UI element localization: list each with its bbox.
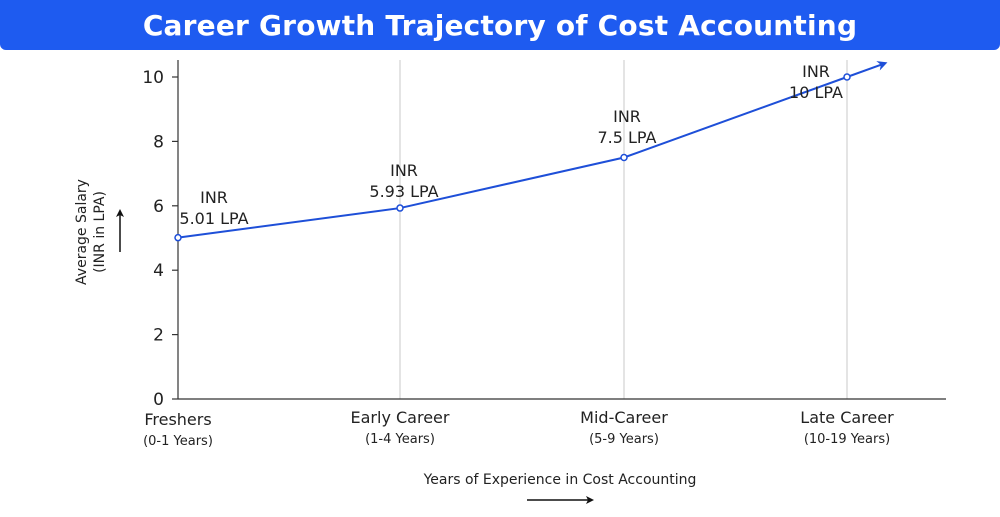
data-label-value: 10 LPA	[789, 83, 843, 102]
data-label-value: 5.01 LPA	[179, 209, 248, 228]
y-tick-label: 10	[142, 68, 164, 88]
y-tick-label: 6	[153, 197, 164, 217]
x-axis-title: Years of Experience in Cost Accounting	[423, 472, 697, 488]
data-label-value: 5.93 LPA	[369, 182, 438, 201]
data-point	[174, 233, 182, 242]
x-tick-sublabel: (0-1 Years)	[143, 434, 213, 449]
chart-title: Career Growth Trajectory of Cost Account…	[142, 8, 858, 42]
x-tick-sublabel: (5-9 Years)	[589, 432, 659, 447]
data-label-currency: INR	[613, 107, 641, 126]
y-axis-subtitle: (INR in LPA)	[92, 191, 108, 273]
data-point	[620, 153, 628, 162]
y-axis-title-group: Average Salary (INR in LPA)	[74, 179, 108, 285]
y-tick-label: 4	[153, 261, 164, 281]
axes-layer: 0 2 4 6 8 10	[142, 60, 946, 410]
data-label-currency: INR	[200, 188, 228, 207]
series-layer	[174, 61, 888, 242]
data-point	[396, 204, 404, 212]
x-tick-label: Freshers	[144, 410, 211, 429]
data-label-currency: INR	[802, 62, 830, 81]
grid-layer	[399, 60, 848, 399]
x-tick-label: Mid-Career	[580, 408, 668, 427]
y-tick-label: 2	[153, 326, 164, 346]
data-label-currency: INR	[390, 161, 418, 180]
x-tick-label: Early Career	[351, 408, 450, 427]
labels-layer: Freshers (0-1 Years) Early Career (1-4 Year…	[74, 62, 894, 504]
y-tick-label: 8	[153, 132, 164, 152]
data-point	[843, 73, 851, 81]
data-label-value: 7.5 LPA	[597, 128, 656, 147]
y-tick-label: 0	[153, 390, 164, 410]
series-line	[177, 76, 848, 239]
x-tick-label: Late Career	[800, 408, 894, 427]
x-tick-sublabel: (1-4 Years)	[365, 432, 435, 447]
trend-arrow	[846, 61, 888, 78]
title-bar: Career Growth Trajectory of Cost Account…	[0, 0, 1000, 50]
x-tick-sublabel: (10-19 Years)	[804, 432, 890, 447]
y-axis-title: Average Salary	[74, 179, 90, 285]
